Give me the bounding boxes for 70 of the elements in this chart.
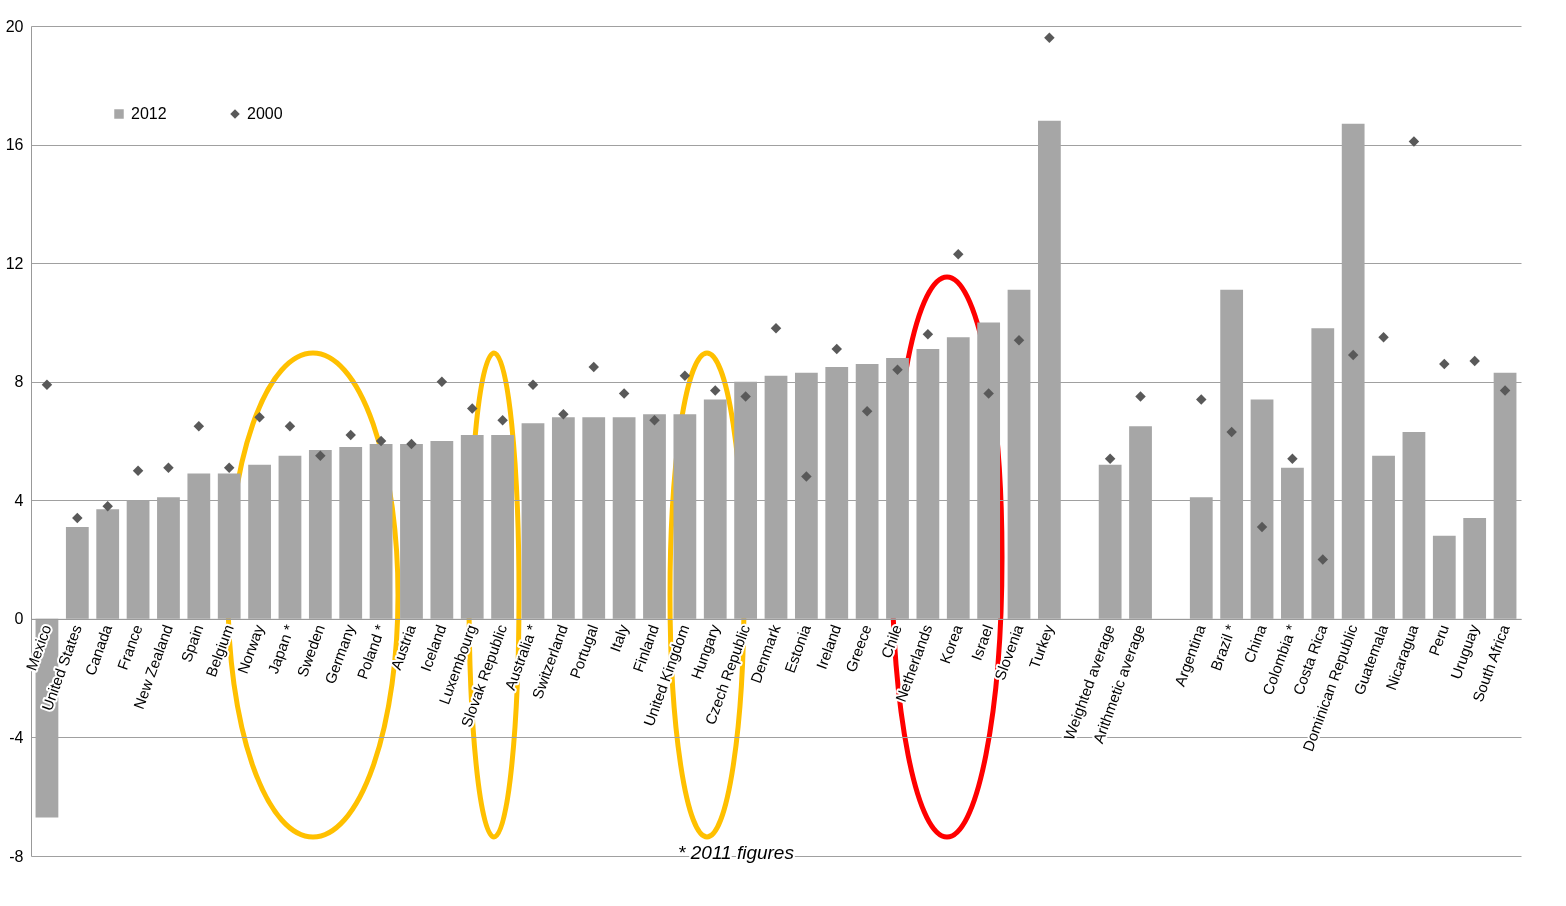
point [892, 364, 903, 376]
point [254, 412, 265, 423]
point [315, 450, 326, 462]
point [1439, 358, 1450, 370]
point [41, 379, 53, 390]
y-tick-label: 16 [5, 136, 24, 154]
point [223, 462, 235, 473]
point [922, 329, 934, 340]
bar [1463, 518, 1487, 619]
x-tick-label: Brazil * [1206, 622, 1240, 673]
point [1499, 385, 1511, 396]
x-tick-label: Korea [936, 621, 966, 666]
point [1287, 453, 1298, 465]
bar [65, 526, 89, 619]
point [1317, 554, 1329, 565]
point [710, 385, 721, 396]
y-tick-label: 12 [5, 254, 24, 272]
point [588, 361, 599, 373]
point [861, 406, 873, 417]
point [1135, 391, 1146, 402]
bar [96, 509, 120, 619]
point [1226, 426, 1237, 438]
point [679, 370, 691, 382]
point [1347, 349, 1359, 361]
point [527, 379, 539, 390]
point [1378, 332, 1389, 343]
point [1104, 453, 1116, 465]
point [1013, 334, 1025, 346]
x-tick-label: Peru [1425, 622, 1452, 658]
point [193, 420, 205, 432]
point [1044, 32, 1055, 44]
point [72, 512, 83, 524]
point [649, 415, 660, 426]
point [102, 500, 113, 512]
annotation: * 2011 figures [678, 842, 795, 863]
point [375, 435, 387, 447]
point [163, 462, 174, 473]
point [1408, 136, 1420, 147]
point [558, 409, 569, 420]
point [953, 249, 964, 260]
x-tick-label: Israel [967, 622, 997, 663]
x-tick-label: France [113, 622, 146, 672]
point [740, 391, 751, 402]
point [1196, 394, 1207, 405]
legend-label: 2012 [131, 105, 167, 122]
point [436, 376, 448, 387]
y-tick-label: 4 [14, 491, 24, 509]
y-tick-label: 20 [5, 17, 24, 35]
y-tick-label: 0 [14, 610, 24, 628]
point [406, 438, 417, 450]
point [284, 420, 296, 432]
point [770, 323, 782, 334]
point [618, 388, 630, 399]
y-tick-label: -4 [9, 728, 24, 746]
y-tick-label: 8 [14, 373, 24, 391]
legend-label: 2000 [247, 105, 283, 122]
point [345, 429, 356, 441]
y-tick-label: -8 [9, 847, 24, 865]
point [1256, 521, 1268, 533]
point [831, 343, 842, 355]
x-tick-label: Austria [387, 621, 420, 672]
point [1469, 355, 1480, 367]
x-tick-label: Spain [177, 622, 207, 665]
point [466, 403, 478, 414]
point [497, 415, 508, 426]
point [983, 388, 994, 399]
bar [1432, 535, 1456, 619]
point [132, 465, 144, 476]
x-tick-label: Italy [606, 621, 632, 654]
point [801, 471, 812, 482]
